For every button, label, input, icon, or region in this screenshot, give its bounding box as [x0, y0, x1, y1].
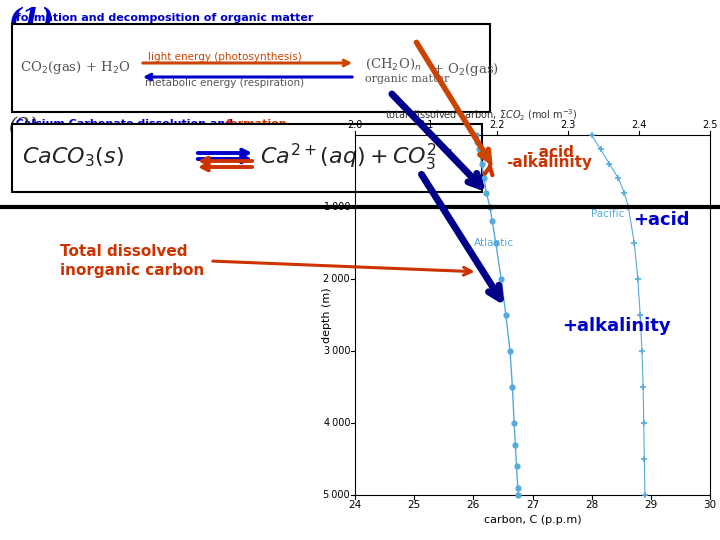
- Text: + O$_2$(gas): + O$_2$(gas): [432, 60, 499, 78]
- Text: Pacific: Pacific: [591, 209, 624, 219]
- Text: 2.4: 2.4: [631, 120, 647, 130]
- Text: 29: 29: [644, 500, 657, 510]
- Text: $CaCO_3(s)$: $CaCO_3(s)$: [22, 145, 124, 169]
- Text: 4 000: 4 000: [323, 418, 350, 428]
- Bar: [355, 135, 710, 495]
- Text: metabolic energy (respiration): metabolic energy (respiration): [145, 78, 305, 88]
- Text: 2.5: 2.5: [702, 120, 718, 130]
- Text: 2.2: 2.2: [490, 120, 505, 130]
- Bar: [12, 24, 490, 112]
- Text: -alkalinity: -alkalinity: [506, 155, 592, 170]
- Text: +alkalinity: +alkalinity: [562, 317, 671, 335]
- Text: depth (m): depth (m): [322, 287, 332, 343]
- Text: 30: 30: [703, 500, 716, 510]
- Text: CO$_2$(gas) + H$_2$O: CO$_2$(gas) + H$_2$O: [20, 59, 130, 77]
- Text: light energy (photosynthesis): light energy (photosynthesis): [148, 52, 302, 62]
- Text: total dissolved carbon, $\Sigma CO_2$ (mol m$^{-3}$): total dissolved carbon, $\Sigma CO_2$ (m…: [385, 107, 577, 123]
- Text: Total dissolved: Total dissolved: [60, 245, 187, 260]
- Text: (2): (2): [8, 117, 37, 136]
- Text: 2.3: 2.3: [560, 120, 576, 130]
- Text: 2.0: 2.0: [347, 120, 363, 130]
- Text: 26: 26: [467, 500, 480, 510]
- Text: (CH$_2$O)$_n$: (CH$_2$O)$_n$: [365, 56, 422, 72]
- Text: 24: 24: [348, 500, 361, 510]
- Text: 3 000: 3 000: [323, 346, 350, 356]
- Text: organic matter: organic matter: [365, 74, 449, 84]
- Text: carbon, C (p.p.m): carbon, C (p.p.m): [484, 515, 581, 525]
- Text: 27: 27: [526, 500, 539, 510]
- Text: 28: 28: [585, 500, 598, 510]
- Text: $Ca^{2+}(aq) + CO_3^{2-}$: $Ca^{2+}(aq) + CO_3^{2-}$: [260, 141, 453, 173]
- Text: - acid: - acid: [526, 145, 573, 160]
- Text: 1 000: 1 000: [323, 202, 350, 212]
- Text: +acid: +acid: [633, 211, 690, 229]
- Text: 5 000: 5 000: [323, 490, 350, 500]
- Text: (1): (1): [8, 7, 53, 34]
- Text: 25: 25: [408, 500, 420, 510]
- Text: formation and decomposition of organic matter: formation and decomposition of organic m…: [8, 13, 313, 23]
- Text: inorganic carbon: inorganic carbon: [60, 262, 204, 278]
- Text: 2.1: 2.1: [418, 120, 433, 130]
- Text: Calcium Carbonate dissolution and: Calcium Carbonate dissolution and: [8, 119, 237, 129]
- Bar: [12, 124, 482, 192]
- Text: Atlantic: Atlantic: [474, 238, 514, 248]
- Text: formation: formation: [226, 119, 287, 129]
- Text: 2 000: 2 000: [323, 274, 350, 284]
